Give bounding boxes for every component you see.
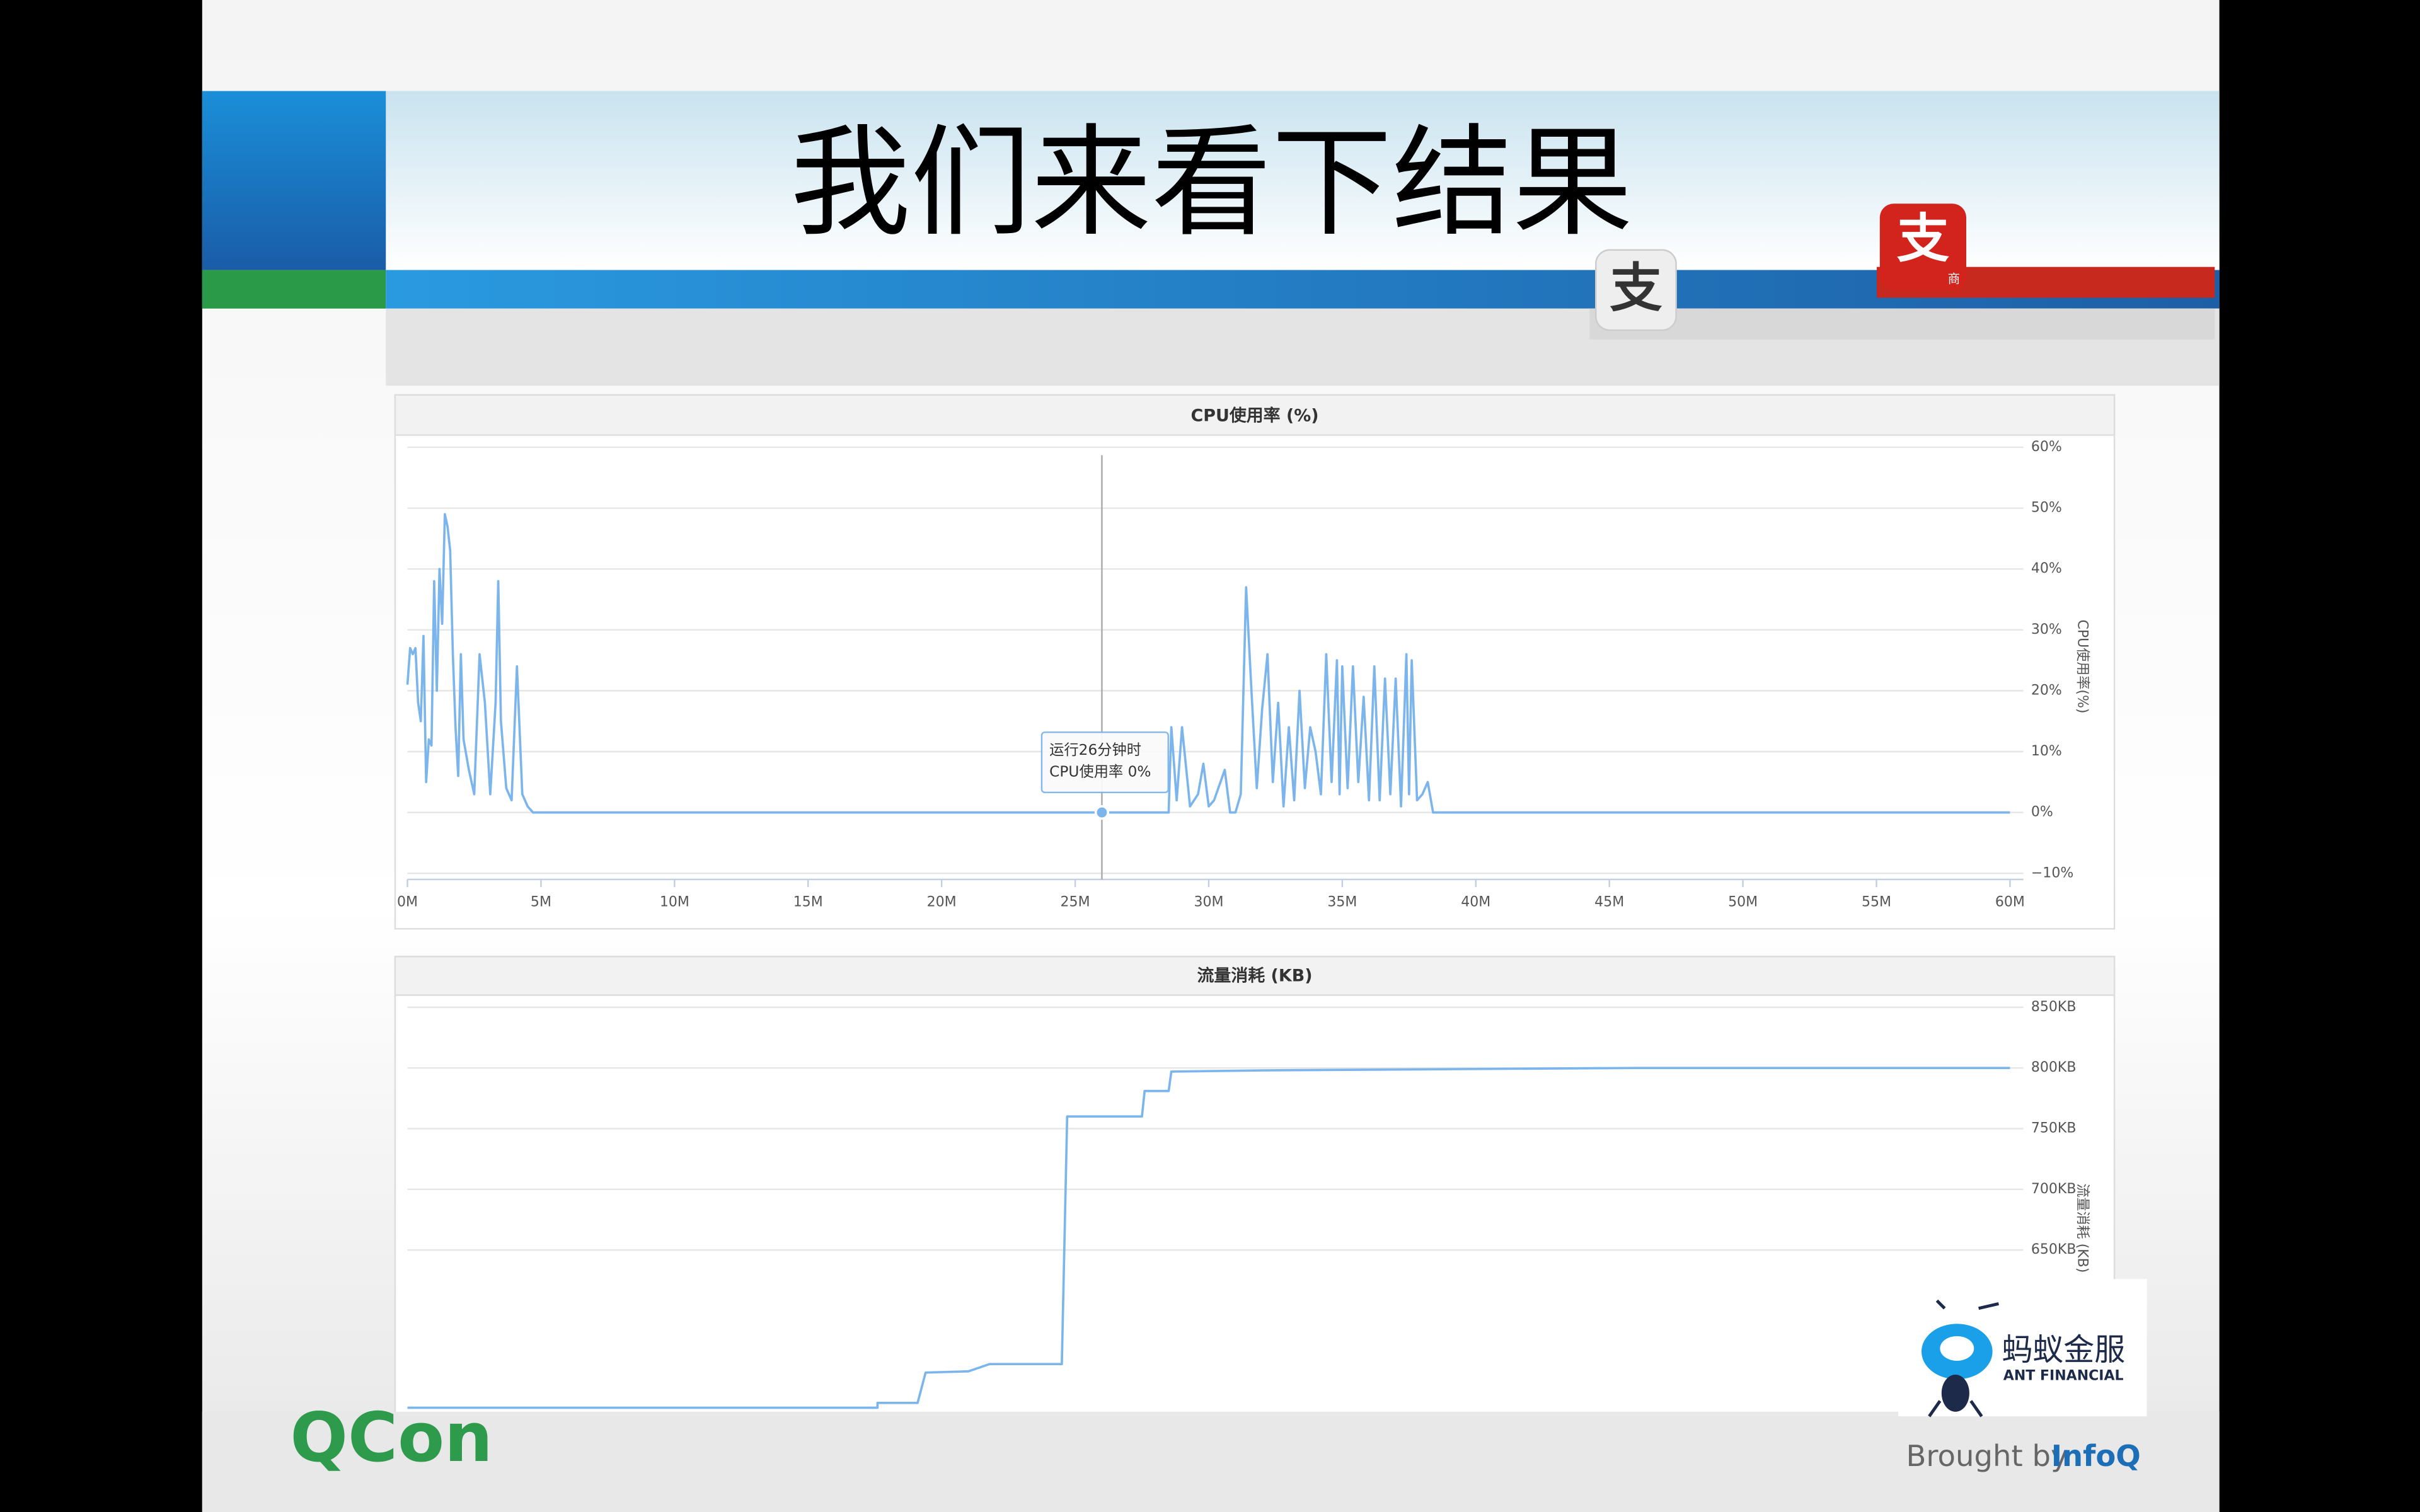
tooltip-line: 运行26分钟时 <box>1049 742 1141 759</box>
brought-by: Brought by <box>1906 1439 2068 1473</box>
alipay-glyph: 支 <box>1610 258 1662 319</box>
x-tick-label: 0M <box>397 895 418 910</box>
tooltip-line: CPU使用率 0% <box>1049 763 1151 780</box>
x-tick-label: 45M <box>1594 895 1624 910</box>
y-axis-title: 流量消耗 (KB) <box>2075 1183 2090 1273</box>
y-tick-label: 650KB <box>2031 1242 2077 1257</box>
tooltip-point <box>1094 805 1110 820</box>
y-tick-label: 850KB <box>2031 999 2077 1015</box>
x-tick-label: 20M <box>927 895 957 910</box>
y-tick-label: −10% <box>2031 865 2073 881</box>
chart-title: 流量消耗 (KB) <box>1197 966 1312 986</box>
x-tick-label: 5M <box>531 895 551 910</box>
tab-shadow <box>1589 308 2215 340</box>
y-tick-label: 0% <box>2031 805 2053 820</box>
x-tick-label: 40M <box>1461 895 1490 910</box>
green-strip <box>202 270 386 309</box>
data-line <box>407 1067 2010 1409</box>
x-tick-label: 55M <box>1862 895 1891 910</box>
plots: −10% 0% 10% 20% 30% 40% 50% 60% 0M 5M 10M 15M 20M 25M… <box>397 439 2090 1409</box>
x-tick-label: 60M <box>1995 895 2025 910</box>
chart-panel <box>394 956 2116 1421</box>
y-tick-label: 30% <box>2031 622 2062 638</box>
chart-header <box>394 394 2116 436</box>
tooltip-box <box>1040 731 1169 794</box>
x-tick-label: 30M <box>1194 895 1223 910</box>
x-tick-label: 15M <box>793 895 823 910</box>
y-tick-label: 700KB <box>2031 1181 2077 1197</box>
y-tick-label: 800KB <box>2031 1060 2077 1075</box>
y-tick-label: 750KB <box>2031 1120 2077 1136</box>
x-tick-label: 50M <box>1728 895 1758 910</box>
alipay-icon <box>1595 249 1677 331</box>
alipay-merchant-glyph: 支 <box>1897 208 1950 269</box>
x-tick-label: 25M <box>1061 895 1090 910</box>
data-line <box>406 513 2010 814</box>
ant-icon <box>1921 1299 1999 1418</box>
alipay-merchant-icon <box>1879 203 1966 290</box>
merchant-badge: 商 <box>1948 272 1961 286</box>
chart-panel <box>394 394 2116 930</box>
ant-en: ANT FINANCIAL <box>2003 1368 2124 1383</box>
x-tick-label: 35M <box>1327 895 1357 910</box>
chart-title: CPU使用率 (%) <box>1190 406 1318 426</box>
x-tick-label: 10M <box>660 895 689 910</box>
footer-bg <box>202 1411 2220 1512</box>
y-axis-title: CPU使用率(%) <box>2075 619 2090 713</box>
y-tick-label: 20% <box>2031 682 2062 698</box>
qcon-logo: QCon <box>290 1399 492 1477</box>
header-block <box>202 91 386 270</box>
slide-title: 我们来看下结果 <box>790 113 1633 253</box>
ant-cn: 蚂蚁金服 <box>2002 1332 2125 1368</box>
y-tick-label: 50% <box>2031 500 2062 516</box>
infoq-logo: InfoQ <box>2051 1439 2141 1473</box>
y-tick-label: 60% <box>2031 439 2062 455</box>
chart-header <box>394 956 2116 996</box>
y-tick-label: 40% <box>2031 561 2062 576</box>
y-tick-label: 10% <box>2031 743 2062 759</box>
